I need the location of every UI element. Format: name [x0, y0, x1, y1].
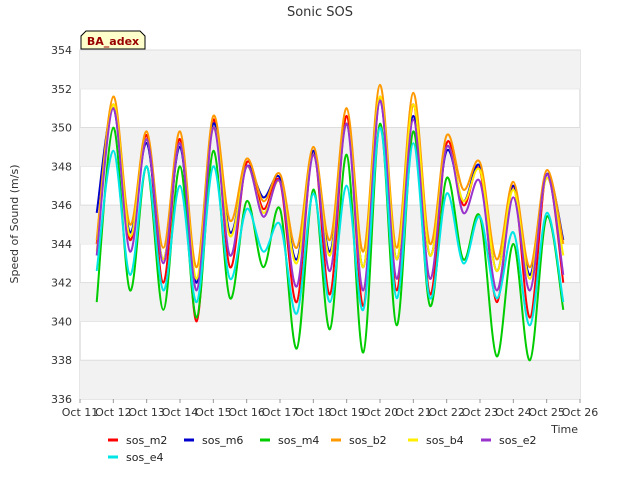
series-line-sos-e2	[95, 99, 565, 292]
y-tick-label: 338	[51, 354, 72, 367]
y-tick-label: 340	[51, 315, 72, 328]
series-lines	[95, 83, 565, 362]
legend-item-sos-m2: sos_m2	[108, 434, 167, 447]
x-tick-label: Oct 13	[128, 406, 165, 419]
grid-band	[80, 360, 580, 399]
legend-item-sos-e4: sos_e4	[108, 451, 163, 464]
x-tick-label: Oct 19	[328, 406, 365, 419]
legend-item-sos-b2: sos_b2	[331, 434, 387, 447]
x-tick-label: Oct 17	[262, 406, 299, 419]
x-tick-label: Oct 26	[562, 406, 599, 419]
x-tick-label: Oct 22	[428, 406, 465, 419]
legend-label: sos_b4	[426, 434, 464, 447]
x-tick-label: Oct 24	[495, 406, 532, 419]
y-tick-label: 352	[51, 83, 72, 96]
series-line-sos-b2	[95, 83, 565, 269]
y-tick-label: 342	[51, 277, 72, 290]
site-badge: BA_adex	[80, 30, 146, 50]
chart-title: Sonic SOS	[287, 5, 353, 20]
x-tick-label: Oct 15	[195, 406, 232, 419]
y-tick-label: 336	[51, 393, 72, 406]
legend-item-sos-m6: sos_m6	[184, 434, 243, 447]
y-tick-label: 354	[51, 44, 72, 57]
y-axis-label: Speed of Sound (m/s)	[8, 165, 21, 284]
y-axis-ticks: 336 338 340 342 344 346 348 350 352 354	[51, 44, 72, 406]
y-tick-label: 350	[51, 122, 72, 135]
x-tick-label: Oct 18	[295, 406, 332, 419]
badge-label: BA_adex	[87, 35, 139, 48]
x-tick-label: Oct 23	[462, 406, 499, 419]
x-tick-label: Oct 12	[95, 406, 132, 419]
y-tick-label: 346	[51, 199, 72, 212]
legend: sos_m2 sos_m6 sos_m4 sos_b2 sos_b4 sos_e2 sos_…	[108, 434, 536, 464]
legend-item-sos-e2: sos_e2	[481, 434, 536, 447]
legend-label: sos_b2	[349, 434, 387, 447]
y-tick-label: 348	[51, 160, 72, 173]
x-tick-label: Oct 21	[395, 406, 432, 419]
x-tick-label: Oct 11	[62, 406, 99, 419]
x-tick-label: Oct 14	[162, 406, 199, 419]
x-axis-label: Time	[550, 423, 578, 436]
legend-label: sos_m4	[278, 434, 319, 447]
grid-band	[80, 50, 580, 89]
x-tick-label: Oct 25	[528, 406, 565, 419]
legend-label: sos_e2	[499, 434, 536, 447]
legend-item-sos-m4: sos_m4	[260, 434, 319, 447]
legend-label: sos_e4	[126, 451, 163, 464]
badge-shape	[80, 30, 146, 50]
legend-item-sos-b4: sos_b4	[408, 434, 464, 447]
legend-label: sos_m6	[202, 434, 243, 447]
legend-label: sos_m2	[126, 434, 167, 447]
x-tick-label: Oct 16	[228, 406, 265, 419]
grid-band	[80, 127, 580, 167]
x-tick-label: Oct 20	[362, 406, 399, 419]
series-line-sos-e4	[95, 126, 565, 327]
y-tick-label: 344	[51, 238, 72, 251]
